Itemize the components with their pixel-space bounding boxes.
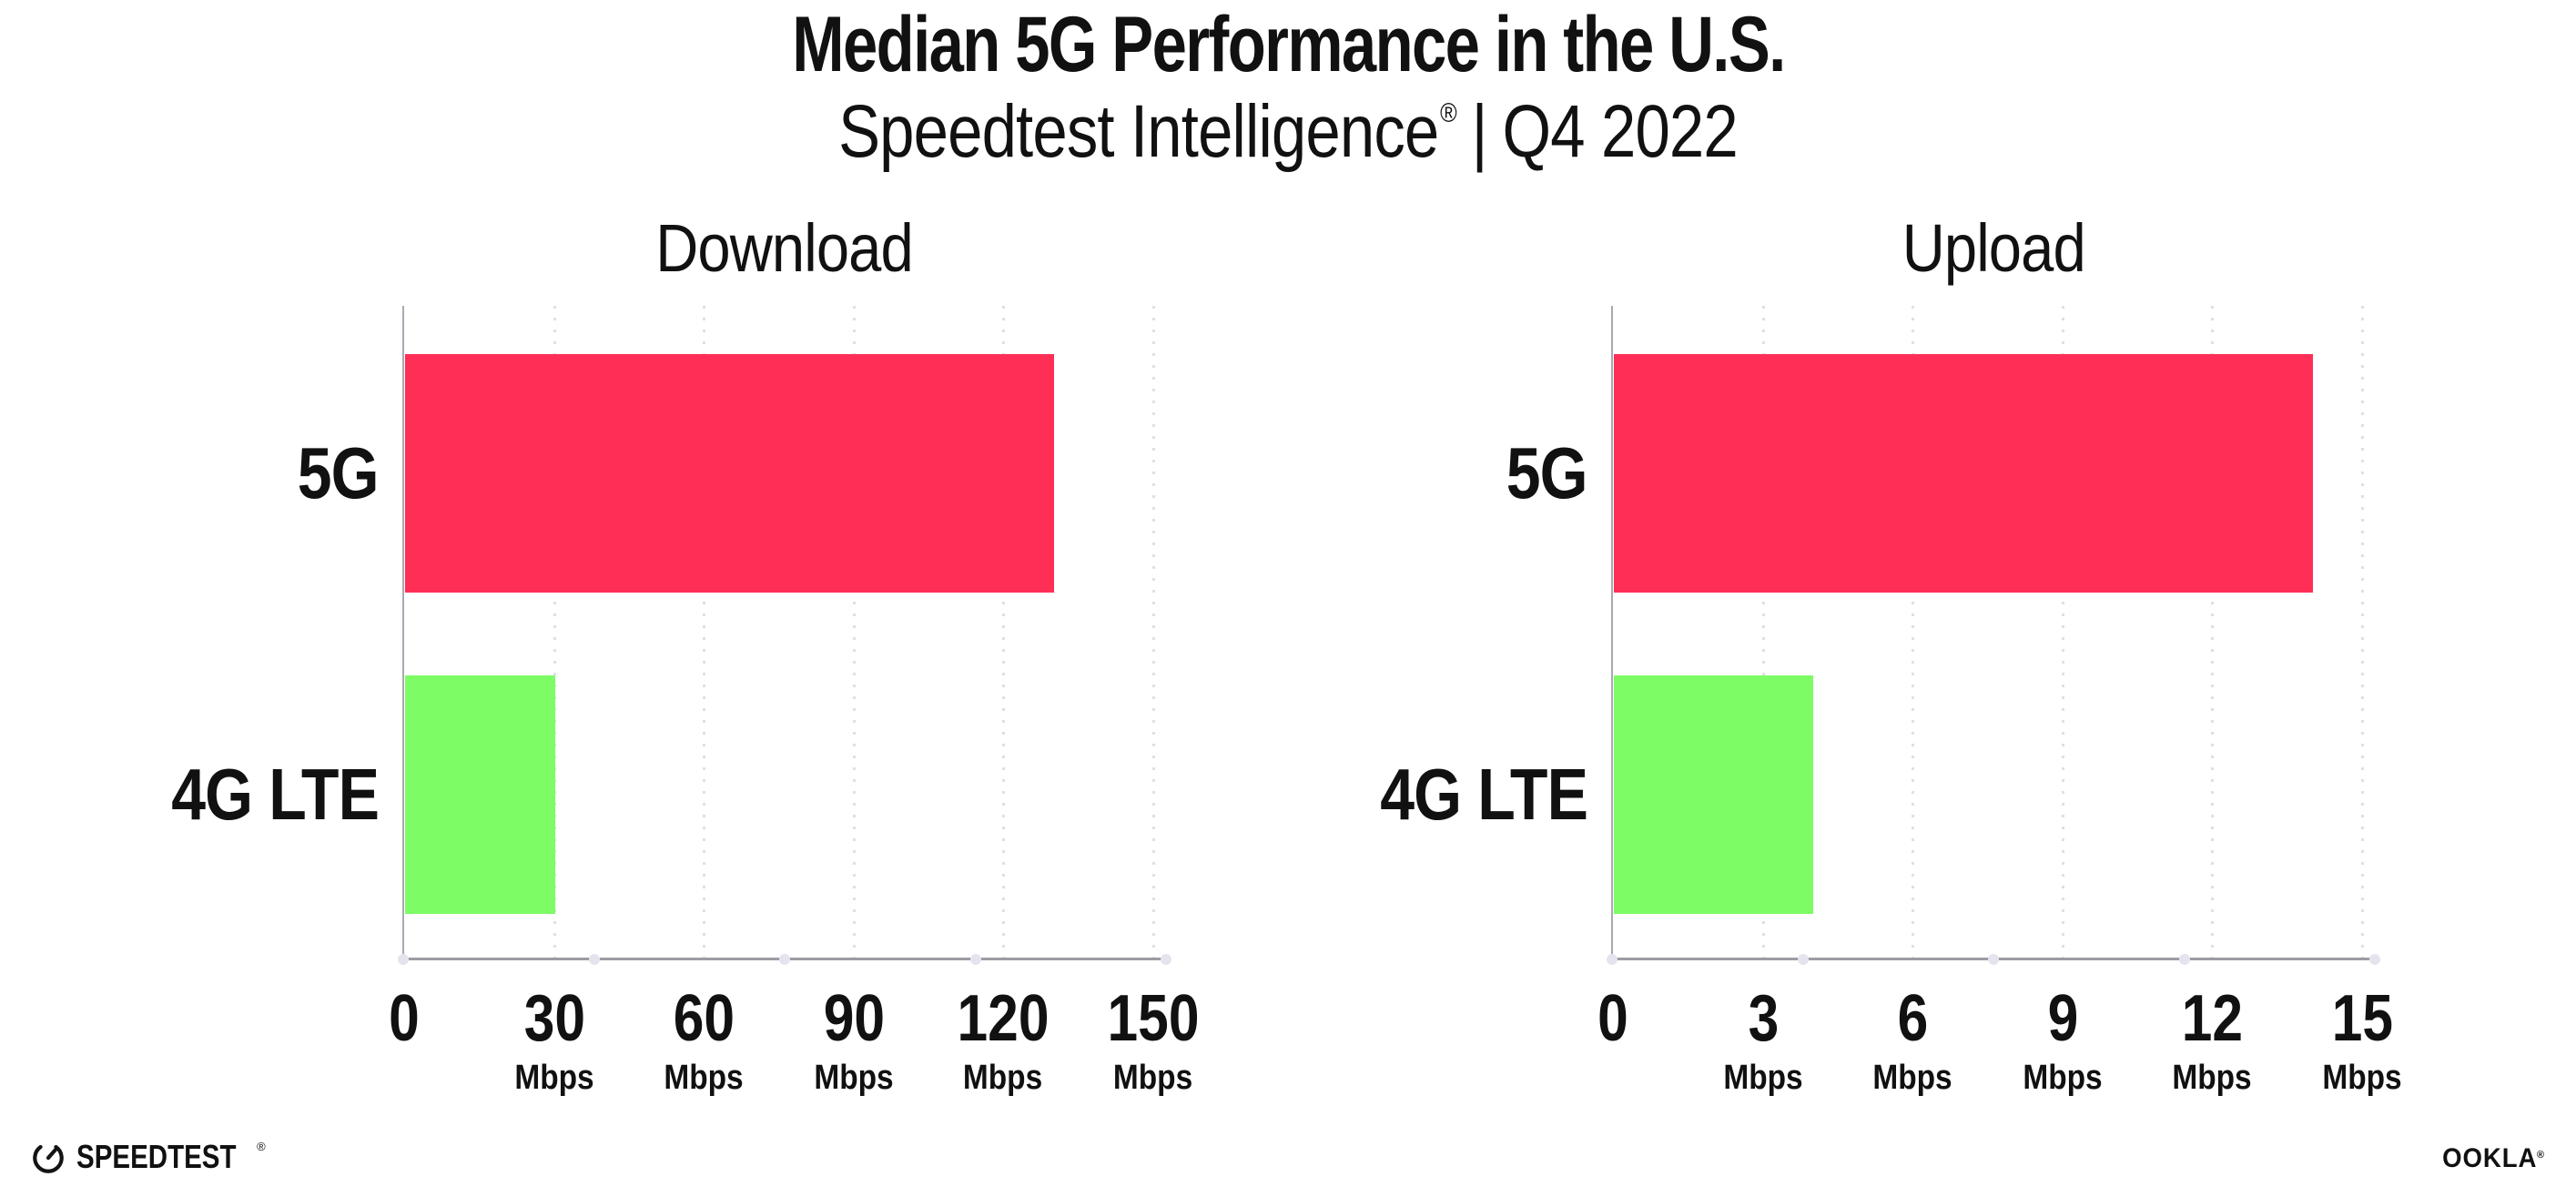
- subtitle-brand: Speedtest Intelligence: [838, 90, 1439, 173]
- x-tick-unit: Mbps: [1113, 1059, 1193, 1097]
- x-tick-upload-6: 6 Mbps: [1867, 986, 1957, 1095]
- x-tick-download-60: 60 Mbps: [658, 986, 748, 1095]
- chart-title-text: Download: [655, 210, 914, 286]
- speedtest-registered-mark: ®: [257, 1139, 266, 1153]
- x-tick-upload-15: 15 Mbps: [2317, 986, 2407, 1095]
- axis-tick-dot: [1798, 954, 1809, 965]
- x-tick-download-30: 30 Mbps: [509, 986, 599, 1095]
- x-tick-value: 150: [1107, 982, 1200, 1055]
- axis-tick-dot: [398, 954, 409, 965]
- ookla-logo: OOKLA®: [2434, 1143, 2545, 1174]
- axis-tick-dot: [779, 954, 790, 965]
- x-tick-unit: Mbps: [2023, 1059, 2103, 1097]
- axis-tick-dot: [1988, 954, 1999, 965]
- gridline-120: [1002, 306, 1005, 959]
- plot-area-download: Download 5G 4G LTE 0 30 Mbps 60 Mbps 90 Mbps 120 Mb…: [171, 215, 1199, 1096]
- registered-trademark-symbol: ®: [1440, 98, 1457, 128]
- plot-area-upload: Upload 5G 4G LTE 0 3 Mbps 6 Mbps 9 Mbps 12 Mbps 15 Mb…: [1380, 215, 2402, 1096]
- axis-tick-dot: [589, 954, 600, 965]
- ookla-wordmark: OOKLA: [2441, 1143, 2537, 1173]
- axis-tick-dot: [2179, 954, 2190, 965]
- x-tick-download-150: 150 Mbps: [1099, 986, 1208, 1095]
- x-tick-unit: Mbps: [814, 1059, 894, 1097]
- subtitle-separator: |: [1471, 90, 1488, 173]
- x-tick-upload-12: 12 Mbps: [2166, 986, 2257, 1095]
- x-tick-download-0: 0: [386, 986, 422, 1051]
- x-tick-unit: Mbps: [963, 1059, 1043, 1097]
- gridline-15: [2361, 306, 2364, 959]
- x-tick-unit: Mbps: [1872, 1059, 1952, 1097]
- x-tick-upload-9: 9 Mbps: [2017, 986, 2107, 1095]
- bar-upload-5g: [1614, 354, 2313, 593]
- page-subtitle: Speedtest Intelligence® | Q4 2022: [0, 89, 2576, 175]
- gridline-6: [1912, 306, 1914, 959]
- category-label-upload-5g: 5G: [1492, 432, 1588, 513]
- bar-upload-4g-lte: [1614, 675, 1813, 914]
- x-tick-value: 30: [523, 982, 585, 1055]
- x-tick-value: 60: [673, 982, 735, 1055]
- category-label-download-4g-lte: 4G LTE: [135, 754, 380, 835]
- gridline-3: [1762, 306, 1765, 959]
- x-tick-download-90: 90 Mbps: [808, 986, 898, 1095]
- ookla-registered-mark: ®: [2536, 1150, 2545, 1161]
- x-tick-value: 12: [2181, 982, 2243, 1055]
- x-tick-value: 9: [2047, 982, 2078, 1055]
- x-tick-value: 0: [1597, 982, 1628, 1055]
- page-title-text: Median 5G Performance in the U.S.: [791, 1, 1786, 88]
- bar-download-5g: [405, 354, 1054, 593]
- chart-title-text: Upload: [1902, 210, 2085, 286]
- axis-tick-dot: [970, 954, 981, 965]
- speedtest-logo: SPEEDTEST ®: [29, 1138, 289, 1176]
- x-tick-unit: Mbps: [1723, 1059, 1803, 1097]
- page-title: Median 5G Performance in the U.S.: [0, 2, 2576, 88]
- axis-tick-dot: [1607, 954, 1618, 965]
- x-tick-value: 6: [1897, 982, 1928, 1055]
- chart-title-upload: Upload: [1613, 215, 2374, 282]
- x-tick-upload-0: 0: [1595, 986, 1631, 1051]
- x-tick-unit: Mbps: [2172, 1059, 2252, 1097]
- category-label-text: 4G LTE: [1380, 754, 1588, 835]
- x-tick-value: 90: [823, 982, 885, 1055]
- gridline-150: [1152, 306, 1155, 959]
- axis-tick-dot: [2369, 954, 2380, 965]
- speedtest-gauge-icon: [33, 1144, 64, 1173]
- y-axis-line: [1611, 306, 1613, 959]
- speedtest-wordmark: SPEEDTEST: [76, 1138, 237, 1175]
- x-tick-value: 120: [957, 982, 1050, 1055]
- category-label-text: 5G: [1506, 432, 1588, 513]
- x-tick-value: 0: [389, 982, 420, 1055]
- x-tick-value: 3: [1748, 982, 1779, 1055]
- category-label-text: 5G: [297, 432, 380, 513]
- gridline-60: [703, 306, 705, 959]
- axis-tick-dot: [1161, 954, 1171, 965]
- category-label-download-5g: 5G: [283, 432, 380, 513]
- gridline-9: [2062, 306, 2064, 959]
- x-tick-upload-3: 3 Mbps: [1718, 986, 1808, 1095]
- gridline-30: [553, 306, 556, 959]
- x-tick-unit: Mbps: [514, 1059, 594, 1097]
- x-tick-unit: Mbps: [2322, 1059, 2402, 1097]
- bar-download-4g-lte: [405, 675, 555, 914]
- category-label-upload-4g-lte: 4G LTE: [1344, 754, 1588, 835]
- x-tick-value: 15: [2331, 982, 2393, 1055]
- chart-title-download: Download: [404, 215, 1165, 282]
- x-tick-download-120: 120 Mbps: [948, 986, 1058, 1095]
- gridline-12: [2211, 306, 2214, 959]
- x-tick-unit: Mbps: [664, 1059, 744, 1097]
- subtitle-period: Q4 2022: [1502, 90, 1739, 173]
- gridline-90: [853, 306, 856, 959]
- category-label-text: 4G LTE: [171, 754, 380, 835]
- y-axis-line: [402, 306, 404, 959]
